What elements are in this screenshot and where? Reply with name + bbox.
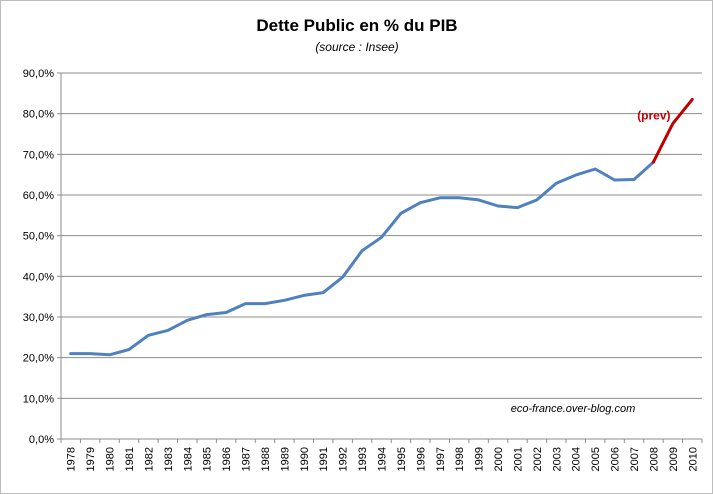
x-tick-label: 1991 bbox=[318, 447, 330, 471]
x-tick-label: 1994 bbox=[377, 447, 389, 471]
x-tick-label: 1993 bbox=[357, 447, 369, 471]
x-tick-label: 1988 bbox=[260, 447, 272, 471]
x-tick-label: 1992 bbox=[338, 447, 350, 471]
data-point bbox=[244, 302, 247, 305]
x-tick-label: 1979 bbox=[85, 447, 97, 471]
data-point bbox=[166, 329, 170, 332]
x-tick-label: 2000 bbox=[493, 447, 505, 471]
x-tick-label: 1978 bbox=[66, 447, 78, 471]
data-point bbox=[496, 204, 500, 208]
data-point bbox=[341, 275, 344, 279]
data-point bbox=[419, 201, 422, 204]
x-tick-label: 1997 bbox=[435, 447, 447, 471]
x-tick-label: 1987 bbox=[241, 447, 253, 471]
data-point bbox=[574, 173, 577, 177]
x-tick-label: 1995 bbox=[396, 447, 408, 471]
data-point bbox=[147, 334, 150, 337]
x-tick-label: 1984 bbox=[182, 447, 194, 471]
chart-title: Dette Public en % du PIB bbox=[256, 16, 457, 35]
data-point bbox=[399, 212, 403, 215]
data-point bbox=[69, 352, 72, 355]
data-point bbox=[88, 352, 92, 355]
data-point bbox=[593, 167, 597, 171]
data-point bbox=[127, 348, 131, 351]
chart-subtitle: (source : Insee) bbox=[315, 40, 398, 54]
watermark-text: eco-france.over-blog.com bbox=[511, 403, 636, 415]
x-tick-label: 1986 bbox=[221, 447, 233, 471]
data-point bbox=[186, 319, 189, 322]
data-point bbox=[302, 294, 306, 297]
x-tick-label: 1983 bbox=[163, 447, 175, 471]
data-point bbox=[671, 122, 675, 125]
x-tick-label: 1985 bbox=[202, 447, 214, 471]
data-point bbox=[224, 311, 228, 314]
x-tick-label: 2008 bbox=[648, 447, 660, 471]
data-point bbox=[535, 198, 539, 202]
x-tick-label: 2002 bbox=[532, 447, 544, 471]
data-point bbox=[108, 353, 111, 357]
x-tick-label: 2006 bbox=[610, 447, 622, 471]
x-tick-label: 1996 bbox=[415, 447, 427, 471]
x-tick-label: 2009 bbox=[668, 447, 680, 471]
gridlines bbox=[57, 72, 702, 440]
data-point bbox=[438, 196, 441, 200]
data-point bbox=[380, 236, 383, 239]
data-point bbox=[477, 198, 480, 202]
x-axis-tick-labels: 1978 1979 1980 1981 1982 1983 1984 1985 1986 1987… bbox=[66, 447, 700, 471]
x-tick-label: 2004 bbox=[571, 447, 583, 471]
x-tick-label: 2010 bbox=[687, 447, 699, 471]
series-lines bbox=[69, 97, 694, 357]
y-tick-label: 20,0% bbox=[23, 353, 54, 365]
data-point bbox=[555, 182, 558, 185]
data-point bbox=[263, 302, 267, 305]
y-tick-label: 80,0% bbox=[23, 109, 54, 121]
y-tick-label: 10,0% bbox=[23, 393, 54, 405]
data-point bbox=[283, 299, 286, 302]
x-tick-label: 1990 bbox=[299, 447, 311, 471]
axes bbox=[60, 73, 703, 443]
data-point bbox=[457, 196, 461, 200]
data-point bbox=[652, 160, 655, 164]
x-tick-label: 1989 bbox=[279, 447, 291, 471]
data-point bbox=[691, 98, 694, 101]
series-line-0 bbox=[69, 160, 655, 357]
x-tick-label: 1981 bbox=[124, 447, 136, 471]
y-tick-label: 90,0% bbox=[23, 68, 54, 80]
x-tick-label: 1998 bbox=[454, 447, 466, 471]
y-tick-label: 50,0% bbox=[23, 231, 54, 243]
x-tick-label: 1982 bbox=[143, 447, 155, 471]
x-tick-label: 1980 bbox=[105, 447, 117, 471]
x-tick-label: 2003 bbox=[551, 447, 563, 471]
data-point bbox=[632, 178, 636, 181]
x-tick-label: 2001 bbox=[512, 447, 524, 471]
data-point bbox=[360, 249, 364, 252]
y-axis-tick-labels: 0,0% 10,0% 20,0% 30,0% 40,0% 50,0% 60,0% 70,0% 8… bbox=[23, 68, 54, 446]
y-tick-label: 70,0% bbox=[23, 149, 54, 161]
data-point bbox=[613, 178, 616, 182]
x-tick-label: 2007 bbox=[629, 447, 641, 471]
data-point bbox=[205, 313, 208, 316]
y-tick-label: 0,0% bbox=[29, 434, 54, 446]
y-tick-label: 30,0% bbox=[23, 312, 54, 324]
y-tick-label: 40,0% bbox=[23, 271, 54, 283]
forecast-annotation: (prev) bbox=[637, 109, 670, 123]
x-tick-label: 2005 bbox=[590, 447, 602, 471]
y-tick-label: 60,0% bbox=[23, 190, 54, 202]
x-tick-label: 1999 bbox=[474, 447, 486, 471]
data-point bbox=[322, 291, 325, 294]
data-point bbox=[516, 206, 519, 209]
